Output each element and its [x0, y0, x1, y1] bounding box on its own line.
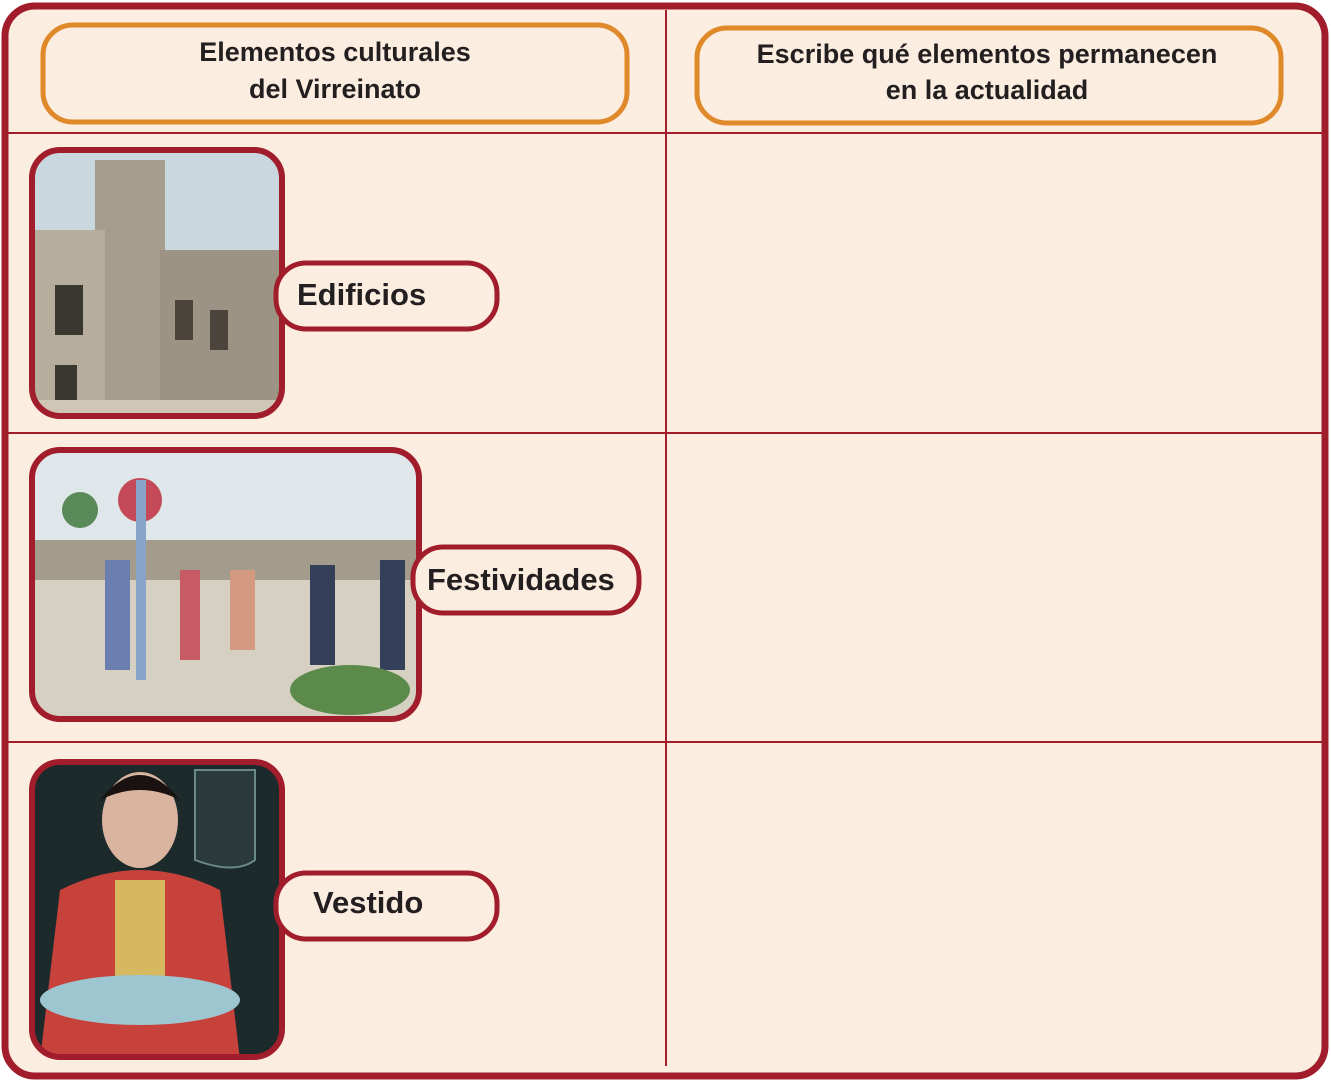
label-pill [273, 870, 500, 942]
header-pill [40, 22, 630, 125]
row-label: Festividades [427, 562, 615, 597]
header-pill [694, 25, 1284, 126]
photo-building [32, 150, 282, 416]
header-text: en la actualidad [886, 75, 1089, 105]
header-text: Elementos culturales [199, 37, 471, 67]
photo-portrait [32, 762, 282, 1057]
header-text: del Virreinato [249, 74, 421, 104]
label-pill [273, 260, 500, 332]
header-text: Escribe qué elementos permanecen [757, 39, 1218, 69]
row-label: Edificios [297, 277, 426, 312]
photo-festivity [32, 450, 419, 719]
label-pill [410, 544, 642, 616]
row-label: Vestido [313, 885, 423, 920]
